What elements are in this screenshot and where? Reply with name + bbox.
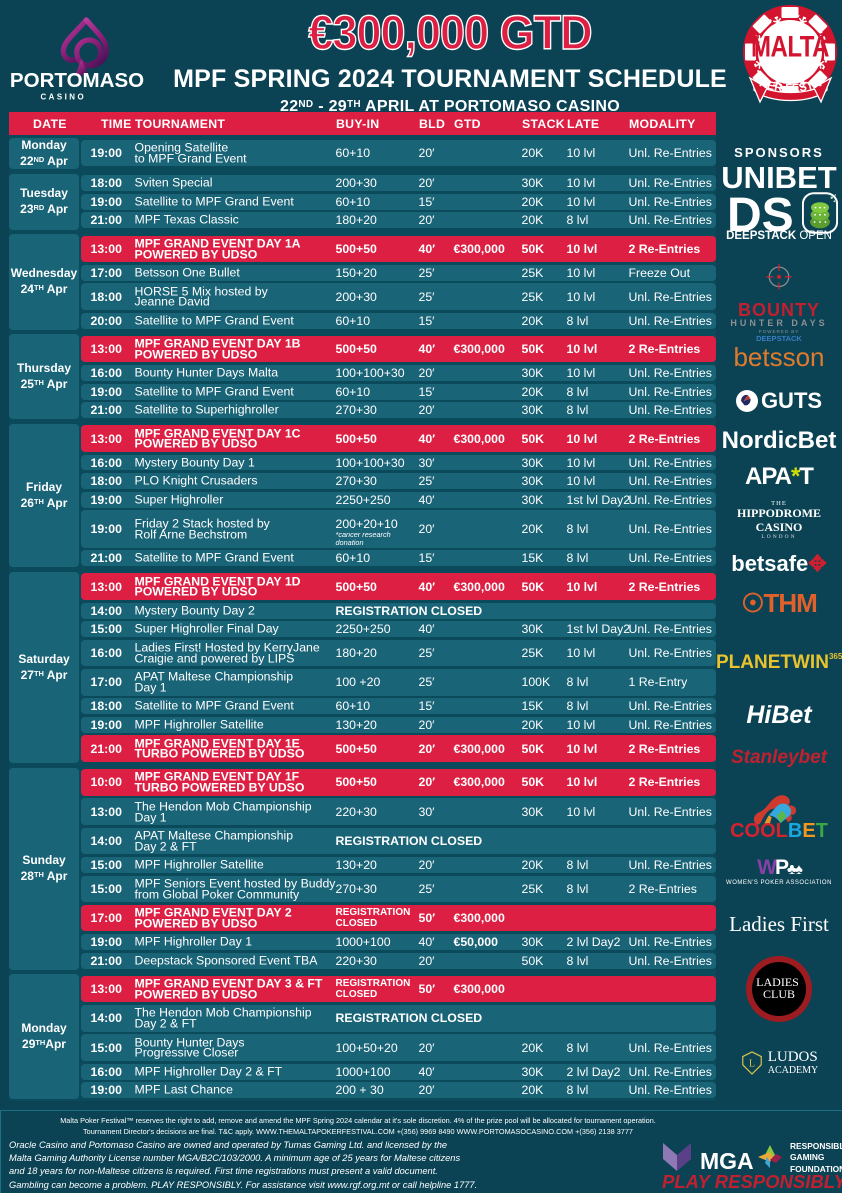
svg-text:PORTOMASO: PORTOMASO bbox=[10, 69, 144, 92]
svg-text:LADIES CLUB: LADIES CLUB bbox=[756, 975, 802, 1001]
svg-text:MALTA: MALTA bbox=[751, 30, 829, 63]
svg-text:L: L bbox=[749, 1059, 755, 1070]
svg-text:CASINO: CASINO bbox=[40, 92, 86, 101]
